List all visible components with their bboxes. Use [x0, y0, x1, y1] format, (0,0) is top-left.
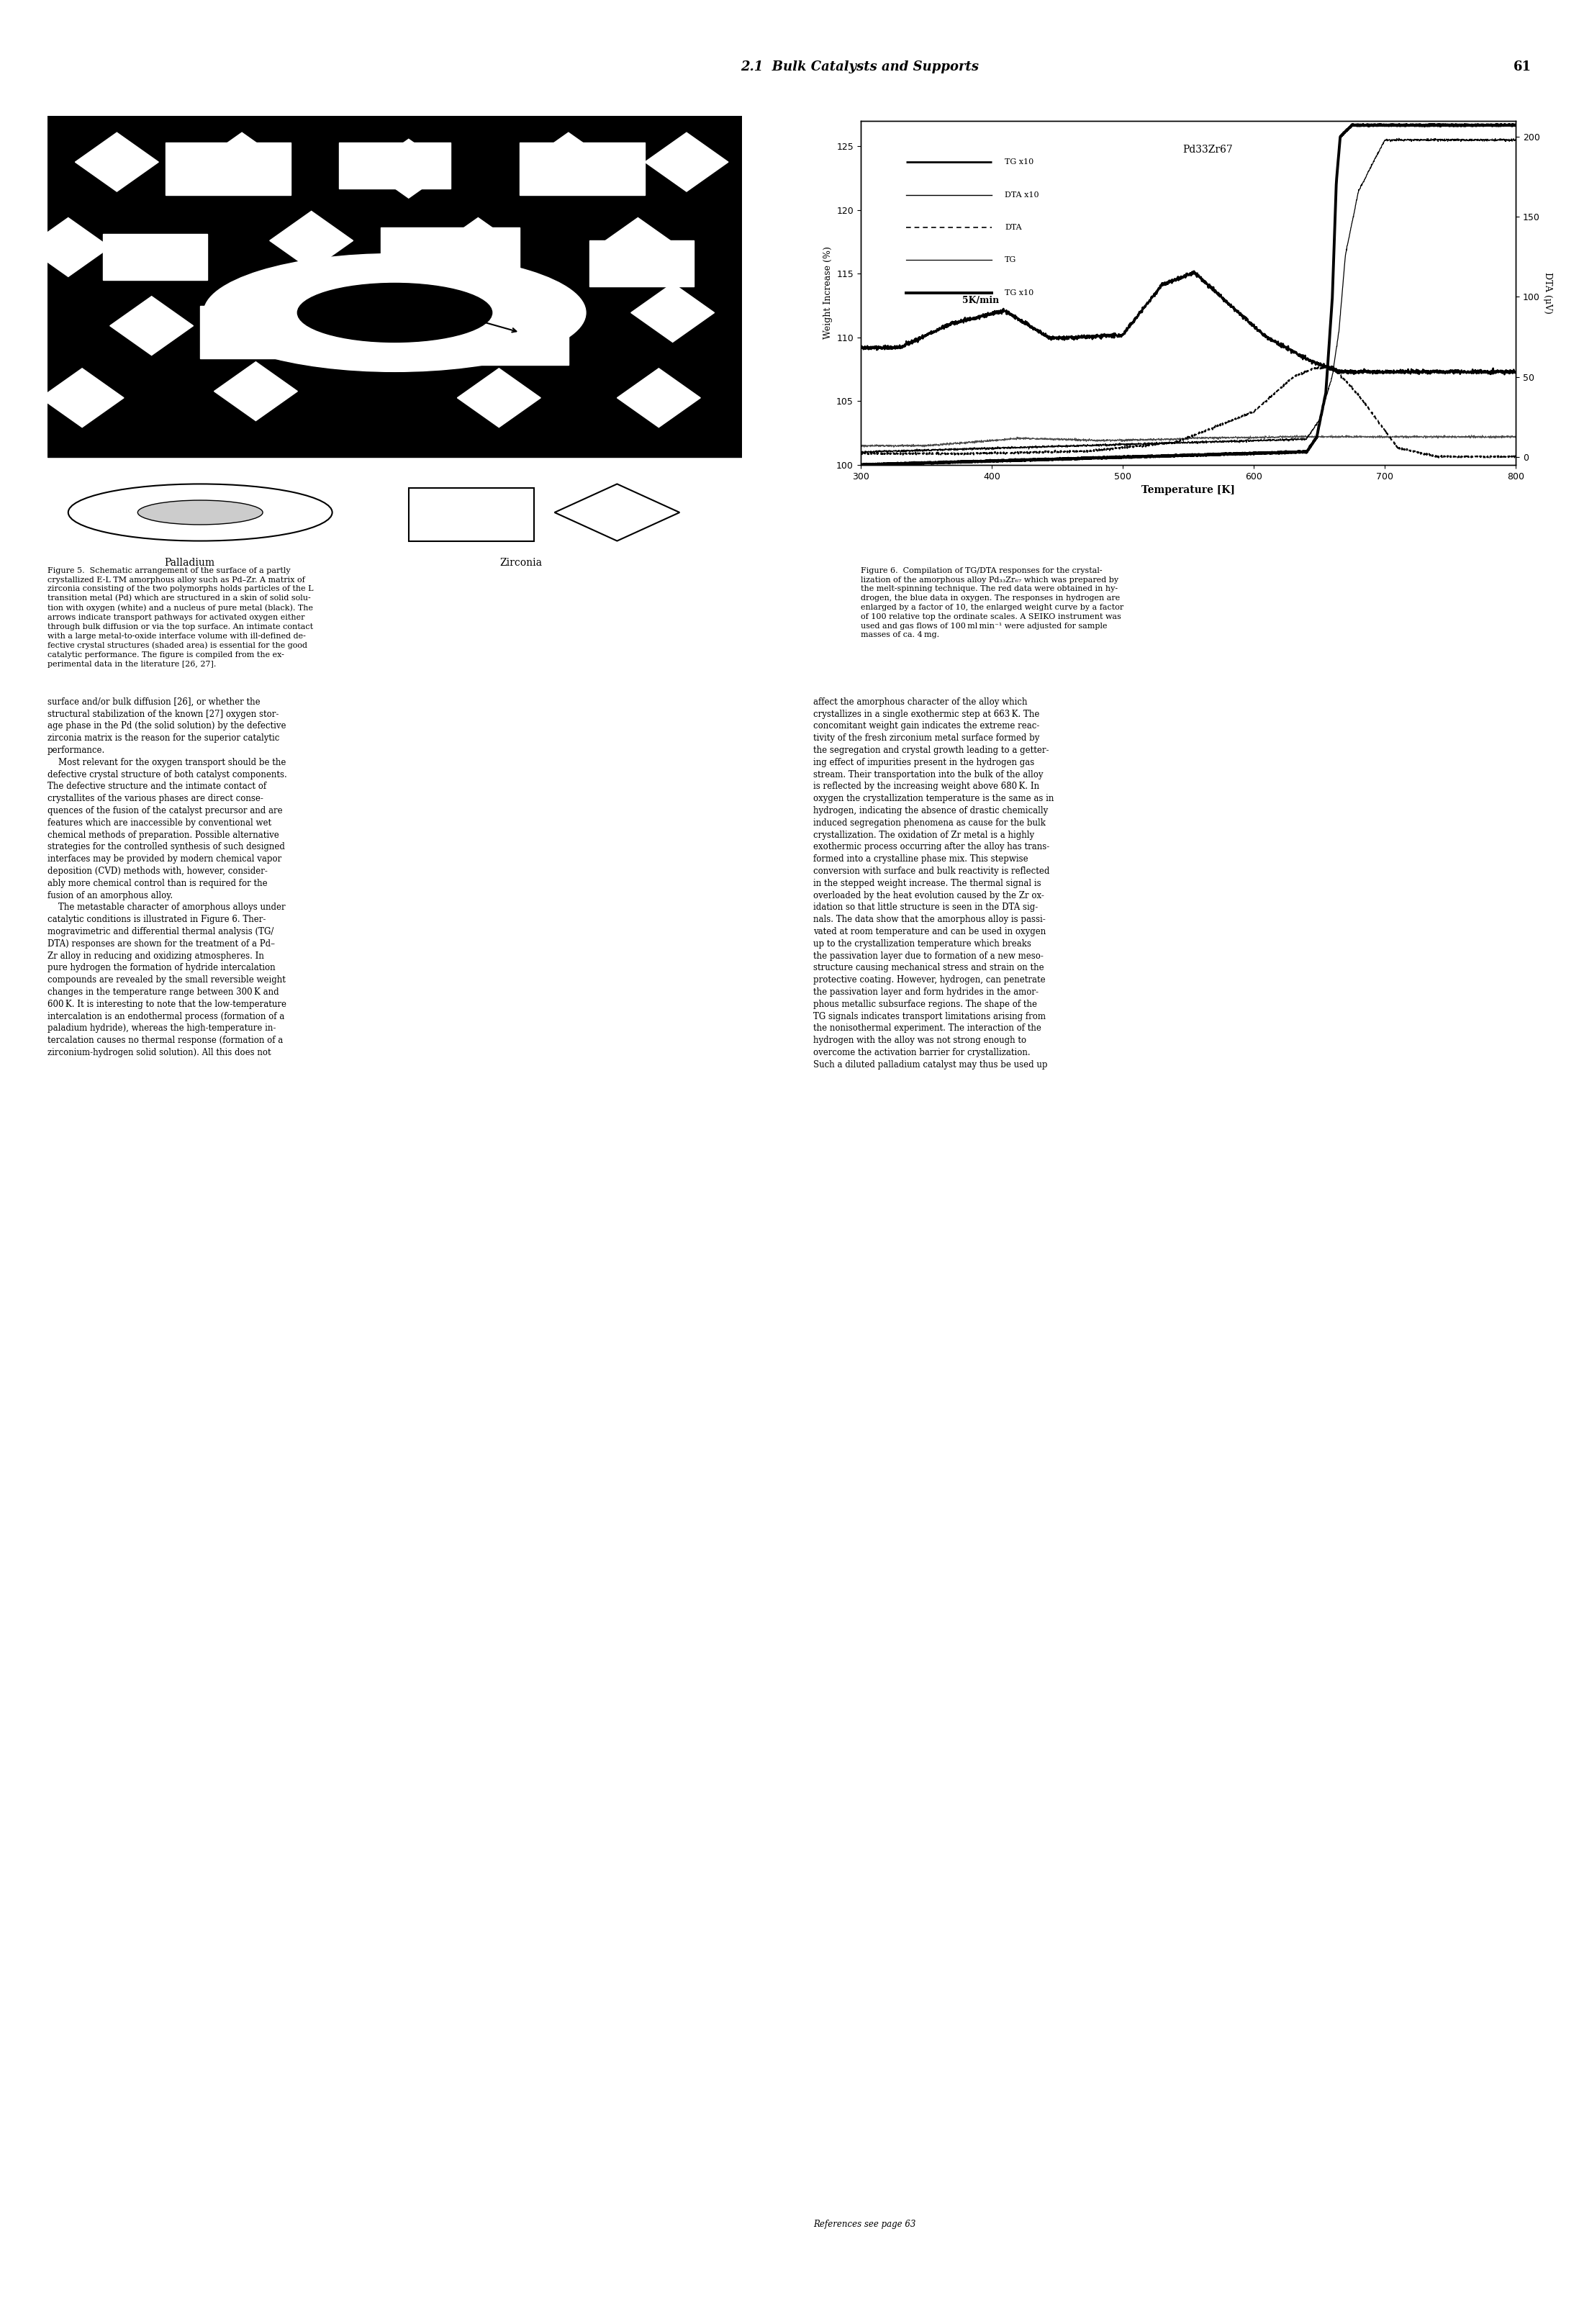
- Ellipse shape: [137, 500, 262, 525]
- Polygon shape: [458, 367, 540, 428]
- Text: 5K/min: 5K/min: [962, 295, 1000, 304]
- Text: Palladium: Palladium: [164, 558, 215, 567]
- Text: References see page 63: References see page 63: [813, 2219, 916, 2229]
- Bar: [103, 235, 207, 279]
- Bar: [201, 307, 325, 358]
- Text: DTA: DTA: [1004, 223, 1022, 230]
- Ellipse shape: [297, 284, 493, 342]
- Polygon shape: [41, 367, 123, 428]
- Text: TG: TG: [1004, 256, 1017, 263]
- Y-axis label: Weight Increase (%): Weight Increase (%): [823, 246, 832, 339]
- Text: Figure 5.  Schematic arrangement of the surface of a partly
crystallized E-L TM : Figure 5. Schematic arrangement of the s…: [47, 567, 313, 667]
- Bar: [519, 142, 644, 195]
- Polygon shape: [493, 295, 575, 356]
- Bar: [589, 242, 693, 286]
- Text: TG x10: TG x10: [1004, 158, 1034, 165]
- Y-axis label: DTA (μV): DTA (μV): [1543, 272, 1552, 314]
- Polygon shape: [644, 132, 728, 191]
- Text: surface and/or bulk diffusion [26], or whether the
structural stabilization of t: surface and/or bulk diffusion [26], or w…: [47, 697, 287, 1057]
- Polygon shape: [527, 132, 609, 191]
- Polygon shape: [617, 367, 701, 428]
- Polygon shape: [554, 483, 679, 541]
- Polygon shape: [76, 132, 158, 191]
- Ellipse shape: [68, 483, 332, 541]
- Polygon shape: [319, 290, 401, 349]
- Polygon shape: [270, 211, 354, 270]
- Polygon shape: [201, 132, 284, 191]
- Polygon shape: [27, 218, 111, 277]
- Text: Zirconia: Zirconia: [501, 558, 542, 567]
- Bar: [429, 314, 568, 365]
- Text: TG x10: TG x10: [1004, 288, 1034, 297]
- Polygon shape: [436, 218, 519, 277]
- Text: Pd33Zr67: Pd33Zr67: [1183, 144, 1233, 156]
- Polygon shape: [366, 139, 450, 198]
- Text: affect the amorphous character of the alloy which
crystallizes in a single exoth: affect the amorphous character of the al…: [813, 697, 1053, 1069]
- Text: 61: 61: [1514, 60, 1532, 72]
- Polygon shape: [632, 284, 714, 342]
- Polygon shape: [597, 218, 679, 277]
- Text: DTA x10: DTA x10: [1004, 191, 1039, 198]
- Bar: [339, 142, 450, 188]
- Bar: [166, 142, 291, 195]
- Bar: [381, 228, 519, 279]
- Ellipse shape: [204, 253, 586, 372]
- Bar: [409, 488, 534, 541]
- Text: 2.1  Bulk Catalysts and Supports: 2.1 Bulk Catalysts and Supports: [741, 60, 979, 72]
- Polygon shape: [111, 295, 193, 356]
- X-axis label: Temperature [K]: Temperature [K]: [1142, 486, 1235, 495]
- Text: Figure 6.  Compilation of TG/DTA responses for the crystal-
lization of the amor: Figure 6. Compilation of TG/DTA response…: [861, 567, 1123, 639]
- Polygon shape: [215, 363, 297, 421]
